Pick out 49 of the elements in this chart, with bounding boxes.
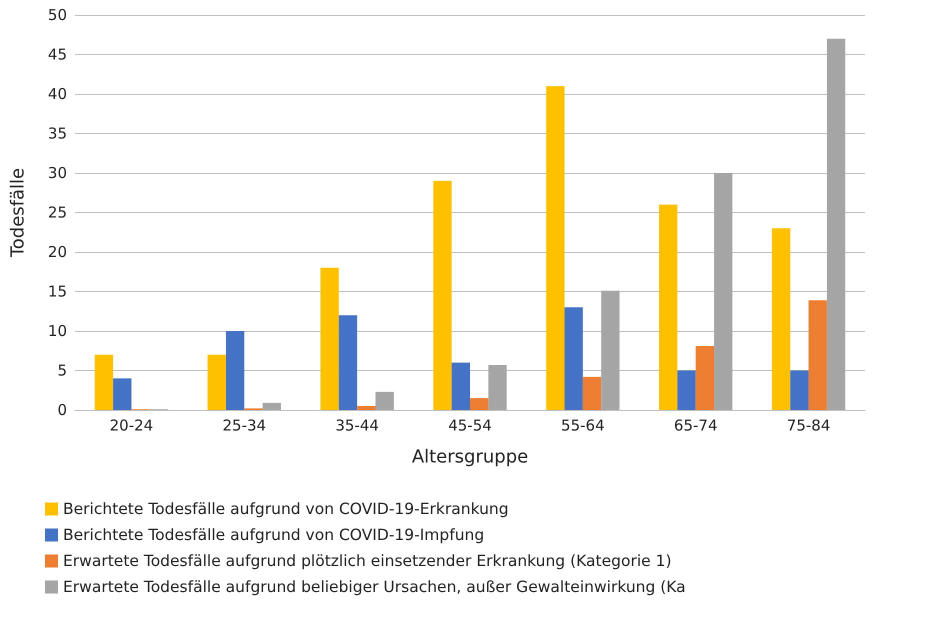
bar [226,331,244,410]
x-tick-label: 20-24 [110,416,154,434]
bar [452,362,470,410]
y-tick-label: 20 [48,243,67,261]
bar [113,378,132,410]
bar [262,402,281,410]
x-tick-label: 65-74 [674,416,718,434]
bar [357,406,376,410]
bar [338,315,358,410]
x-tick-label: 55-64 [561,416,605,434]
y-tick-label: 25 [48,204,67,222]
bar [546,86,565,410]
bar [320,268,339,410]
x-axis-title: Altersgruppe [412,446,528,468]
x-tick-label: 25-34 [222,416,266,434]
bar [790,370,809,410]
bar [488,364,507,410]
y-tick-label: 30 [48,164,67,182]
bar [208,354,226,410]
y-axis-title: Todesfälle [8,168,28,258]
bar [714,173,732,410]
y-tick-label: 15 [48,282,67,300]
bar [375,392,394,410]
bar [677,370,696,410]
y-tick-label: 0 [57,401,67,419]
bar [470,398,488,410]
y-tick-label: 40 [48,85,67,103]
bar [433,180,452,410]
x-tick-label: 75-84 [786,416,830,434]
y-tick-label: 5 [57,362,67,380]
legend-label: Erwartete Todesfälle aufgrund plötzlich einsetzender Erkrankung (Kategorie 1) [63,552,672,570]
y-tick-label: 45 [48,46,67,64]
y-tick-label: 50 [48,6,67,24]
x-tick-label: 45-54 [448,416,492,434]
bar [564,307,583,410]
bar [601,290,620,410]
bar [808,300,827,410]
x-tick-label: 35-44 [335,416,379,434]
y-tick-label: 10 [48,322,67,340]
legend-label: Erwartete Todesfälle aufgrund beliebiger Ursachen, außer Gewalteinwirkung (Ka [63,578,686,596]
bar [772,228,790,410]
bar [696,346,714,410]
legend-label: Berichtete Todesfälle aufgrund von COVID-19-Erkrankung [63,500,509,518]
bar [826,38,846,410]
bar [94,354,114,410]
legend-label: Berichtete Todesfälle aufgrund von COVID-19-Impfung [63,526,484,544]
y-tick-label: 35 [48,124,67,142]
bar [659,204,678,410]
bar [582,376,602,410]
